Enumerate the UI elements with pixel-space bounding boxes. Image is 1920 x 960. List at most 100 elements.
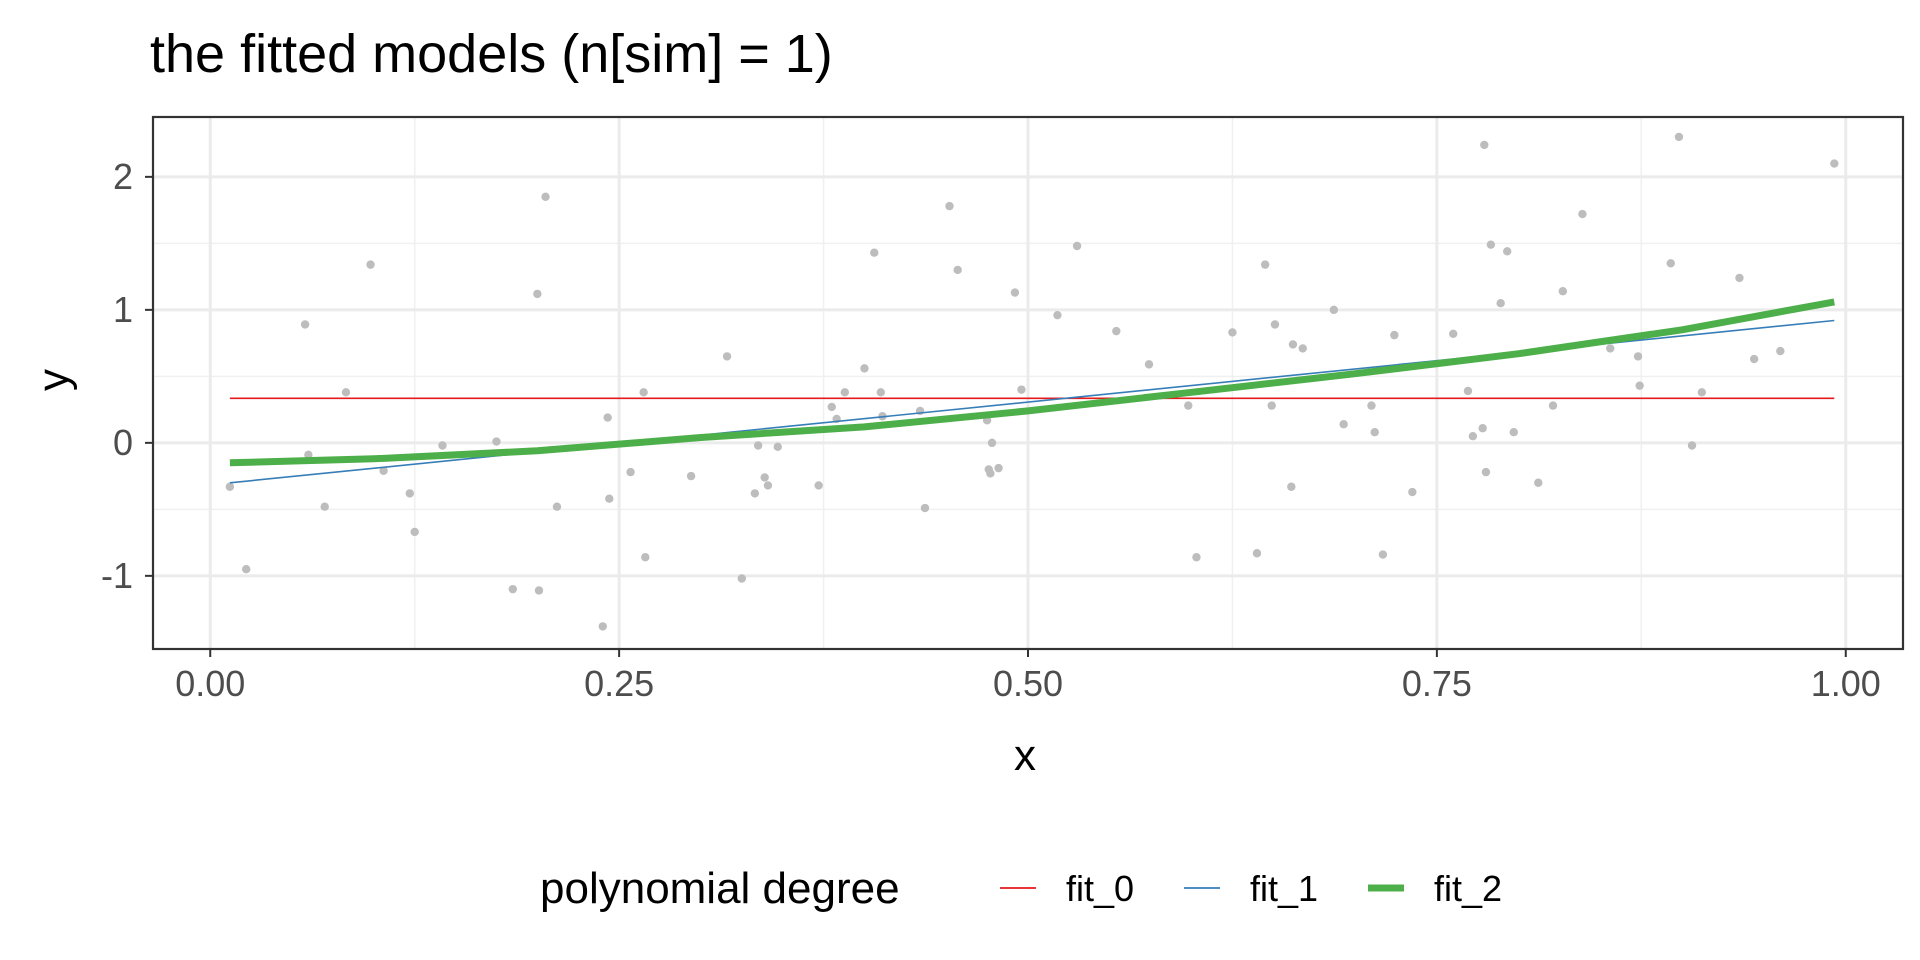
data-point [1378,550,1388,559]
y-tick-label: 2 [113,156,133,197]
data-point [242,565,251,574]
data-point [1534,478,1543,487]
data-point [603,413,612,422]
data-point [1298,344,1307,353]
data-point [1339,420,1348,429]
y-axis-title: y [29,369,78,391]
data-point [1228,328,1237,337]
data-point [1192,553,1201,562]
data-point [1666,259,1675,268]
data-point [760,473,769,482]
data-point [1367,401,1376,410]
data-point [753,441,763,450]
legend-label-fit_0: fit_0 [1066,868,1134,909]
plot-area: 0.00 0.25 0.50 0.75 1.00 -1 0 1 2 [101,115,1905,704]
data-point [492,437,501,446]
data-point [994,463,1003,473]
data-point [945,201,954,211]
data-point [1480,140,1489,150]
data-point [605,494,614,503]
data-point [341,388,351,397]
data-point [1260,260,1270,269]
data-point [1503,247,1512,256]
data-point [508,584,518,594]
y-tick-label: 1 [113,289,133,330]
legend: polynomial degree fit_0 fit_1 fit_2 [540,864,1502,913]
data-point [1072,241,1082,251]
data-point [1370,428,1379,437]
data-point [1112,326,1121,336]
data-point [598,622,607,631]
data-point [814,481,823,490]
data-point [750,489,760,498]
data-point [1486,240,1496,249]
data-point [1287,482,1296,491]
data-point [1509,428,1518,437]
data-point [304,450,313,460]
data-point [870,248,879,257]
data-point [1270,320,1280,329]
data-point [840,388,850,397]
data-point [1468,432,1478,441]
data-point [1478,424,1487,433]
y-tick-label: -1 [101,555,133,596]
data-point [366,260,375,269]
data-point [1674,132,1684,142]
data-point [953,265,962,275]
data-point [1481,467,1491,477]
y-tick-label: 0 [113,422,133,463]
data-point [1017,385,1026,394]
x-tick-label: 1.00 [1811,663,1881,704]
data-point [405,489,414,498]
x-tick-label: 0.25 [584,663,654,704]
data-point [1408,487,1417,497]
data-point [1267,401,1276,410]
data-point [379,466,388,475]
data-point [1633,352,1643,361]
data-point [1606,344,1615,353]
data-point [1390,330,1399,340]
data-point [1697,388,1707,397]
data-point [1252,549,1262,558]
data-point [1329,305,1339,315]
data-point [1463,386,1473,396]
data-point [686,471,696,481]
data-point [1449,329,1458,338]
legend-label-fit_1: fit_1 [1250,868,1318,909]
data-point [300,320,310,329]
data-point [722,352,732,361]
data-point [860,364,869,373]
data-point [773,442,782,452]
data-point [1548,401,1558,410]
data-point [1776,346,1785,356]
data-point [1635,381,1644,390]
data-point [737,574,746,583]
data-point [320,502,329,511]
data-point [225,482,235,491]
legend-title: polynomial degree [540,864,900,913]
chart-title: the fitted models (n[sim] = 1) [150,24,833,84]
data-point [986,469,995,478]
data-point [1144,360,1154,369]
data-point [1558,287,1568,296]
data-point [541,192,550,201]
x-tick-label: 0.00 [175,663,245,704]
data-point [1184,401,1193,410]
data-point [626,467,635,477]
x-tick-label: 0.75 [1402,663,1472,704]
series-line-fit_2 [229,298,1835,467]
data-point [533,289,542,299]
data-point [534,586,544,595]
data-point [1830,159,1839,168]
data-point [1749,354,1759,364]
x-tick-label: 0.50 [993,663,1063,704]
data-point [1687,441,1697,450]
data-point [1578,209,1587,219]
data-point [1496,299,1505,308]
legend-label-fit_2: fit_2 [1434,868,1502,909]
data-point [552,502,562,511]
data-point [1288,340,1298,349]
data-point [639,388,648,397]
data-point [987,438,997,448]
